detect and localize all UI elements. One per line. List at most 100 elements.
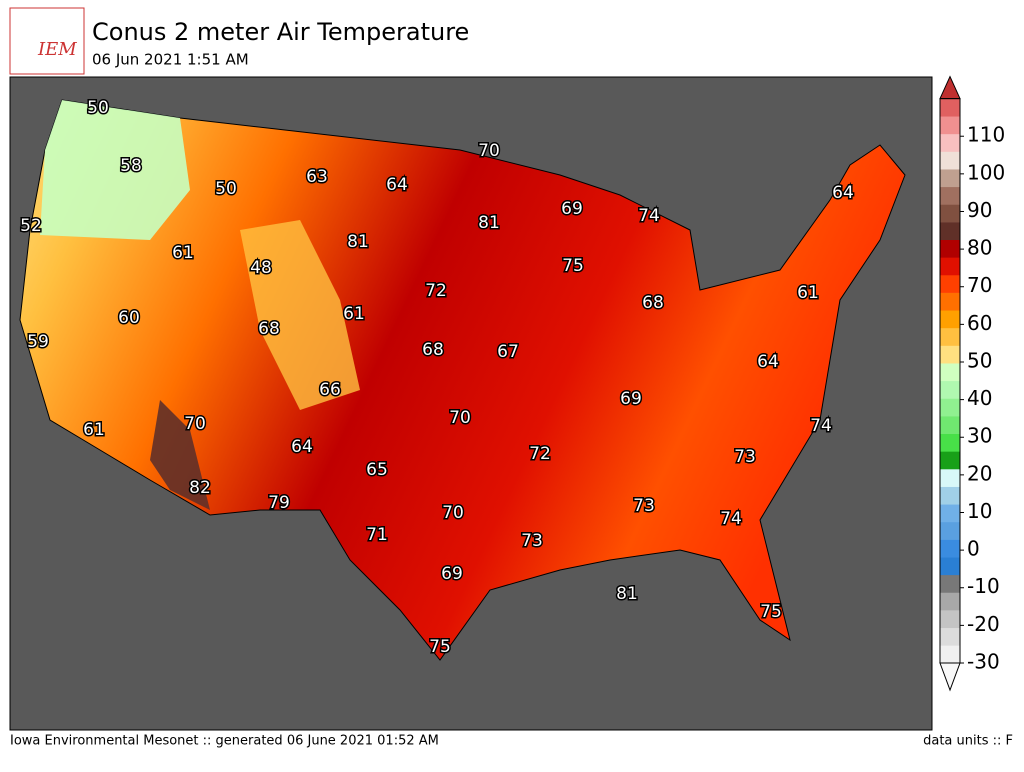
- station-value: 73: [521, 531, 543, 551]
- station-value: 81: [347, 232, 369, 252]
- colorbar-bin: [940, 486, 960, 505]
- station-value: 68: [422, 340, 444, 360]
- station-value: 74: [720, 509, 742, 529]
- station-value: 64: [757, 352, 779, 372]
- colorbar-bin: [940, 557, 960, 576]
- station-value: 52: [20, 216, 42, 236]
- colorbar-bin: [940, 222, 960, 240]
- colorbar-bin: [940, 627, 960, 646]
- nw-cool-region: [40, 100, 190, 240]
- station-value: 61: [797, 283, 819, 303]
- us-land: [19, 99, 906, 661]
- station-value: 61: [172, 243, 194, 263]
- colorbar-bin: [940, 539, 960, 558]
- colorbar-bin: [940, 116, 960, 135]
- colorbar-tick-label: 50: [967, 348, 992, 372]
- station-value: 70: [478, 141, 500, 161]
- station-value: 72: [529, 444, 551, 464]
- station-value: 69: [561, 199, 583, 219]
- colorbar-bin: [940, 592, 960, 611]
- colorbar-bin: [940, 292, 960, 311]
- colorbar-bin: [940, 310, 960, 329]
- colorbar-bin: [940, 468, 960, 487]
- colorbar-bin: [940, 169, 960, 188]
- colorbar-tick-label: 10: [967, 499, 992, 523]
- station-value: 69: [620, 389, 642, 409]
- logo-text: IEM: [37, 39, 77, 60]
- station-value: 64: [291, 437, 313, 457]
- colorbar-bin: [940, 610, 960, 629]
- interior-west: [240, 220, 360, 410]
- station-value: 61: [343, 304, 365, 324]
- station-value: 66: [319, 380, 341, 400]
- station-value: 72: [425, 281, 447, 301]
- station-value: 74: [810, 416, 832, 436]
- station-value: 81: [478, 213, 500, 233]
- station-value: 58: [120, 156, 142, 176]
- station-value: 64: [832, 183, 854, 203]
- colorbar-bin: [940, 363, 960, 382]
- station-value: 73: [633, 496, 655, 516]
- station-value: 68: [642, 293, 664, 313]
- colorbar-bin: [940, 274, 960, 293]
- station-value: 75: [562, 256, 584, 276]
- colorbar-outline: [939, 98, 961, 664]
- station-value: 50: [215, 179, 237, 199]
- station-value: 81: [616, 584, 638, 604]
- colorbar-bin: [940, 239, 960, 258]
- colorbar-tick-label: 80: [967, 236, 992, 260]
- subtitle: 06 Jun 2021 1:51 AM: [92, 51, 249, 69]
- colorbar-over: [939, 75, 961, 100]
- station-value: 70: [449, 408, 471, 428]
- station-value: 75: [760, 602, 782, 622]
- station-value: 70: [442, 503, 464, 523]
- station-value: 60: [118, 308, 140, 328]
- colorbar-tick-label: 100: [967, 160, 1005, 184]
- colorbar-bin: [940, 98, 960, 117]
- station-value: 73: [734, 447, 756, 467]
- colorbar-tick-label: -30: [967, 650, 1000, 674]
- logo: IEM: [9, 7, 85, 75]
- colorbar-tick-label: 40: [967, 386, 992, 410]
- station-value: 61: [83, 420, 105, 440]
- colorbar-bin: [940, 504, 960, 523]
- colorbar: -30 -20 -10 0 10 20 30 40 50 60 70 80 90 100 110: [939, 75, 1005, 692]
- colorbar-tick-label: 20: [967, 461, 992, 485]
- colorbar-bin: [940, 451, 960, 470]
- colorbar-under: [939, 662, 961, 692]
- station-value: 69: [441, 564, 463, 584]
- colorbar-bin: [940, 645, 960, 664]
- footer-right: data units :: F: [923, 734, 1013, 749]
- station-value: 48: [250, 258, 272, 278]
- station-value: 63: [306, 167, 328, 187]
- colorbar-bin: [940, 257, 960, 276]
- station-labels: 50 58 52 50 63 64 70 81 69 74 64 61 81 48 75 72 61 60 68 61…: [19, 97, 856, 659]
- colorbar-bin: [940, 327, 960, 346]
- colorbar-tick-label: 90: [967, 198, 992, 222]
- colorbar-bin: [940, 521, 960, 540]
- hot-southwest: [150, 400, 210, 510]
- colorbar-bin: [940, 433, 960, 452]
- colorbar-bin: [940, 398, 960, 417]
- colorbar-tick-label: 70: [967, 273, 992, 297]
- colorbar-tick-label: -20: [967, 612, 1000, 636]
- colorbar-tick-label: 110: [967, 123, 1005, 147]
- colorbar-tick-label: -10: [967, 574, 1000, 598]
- station-value: 65: [366, 460, 388, 480]
- station-value: 50: [87, 98, 109, 118]
- station-value: 75: [429, 637, 451, 657]
- colorbar-bin: [940, 186, 960, 205]
- colorbar-bin: [940, 416, 960, 435]
- station-value: 67: [497, 342, 519, 362]
- station-value: 59: [27, 332, 49, 352]
- colorbar-tick-label: 0: [967, 537, 980, 561]
- colorbar-bin: [940, 133, 960, 152]
- title: Conus 2 meter Air Temperature: [92, 18, 469, 46]
- colorbar-bin: [940, 380, 960, 399]
- colorbar-bin: [940, 151, 960, 170]
- station-value: 82: [189, 478, 211, 498]
- colorbar-tick-label: 60: [967, 311, 992, 335]
- station-value: 74: [638, 206, 660, 226]
- station-value: 68: [258, 319, 280, 339]
